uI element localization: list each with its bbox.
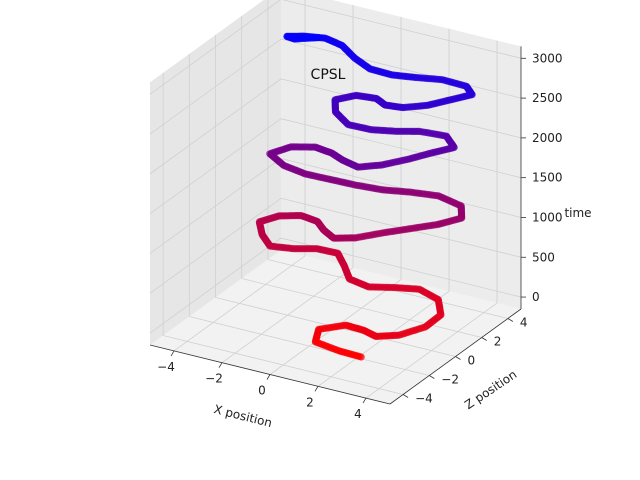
gridline-y-floor: [189, 316, 430, 376]
x-tick-label: 2: [306, 395, 314, 409]
time-axis-label: time: [564, 206, 591, 220]
x-tick-mark: [314, 386, 319, 392]
time-tick-label: 1000: [532, 210, 563, 224]
z-position-tick-mark: [507, 318, 514, 322]
data-points: [255, 32, 476, 361]
x-axis-label: X position: [212, 402, 273, 430]
time-tick-label: 3000: [532, 51, 563, 65]
time-tick-label: 0: [532, 290, 540, 304]
x-tick-label: −2: [205, 372, 223, 386]
axis-panes: [150, 0, 521, 404]
gridline-y-floor: [241, 278, 482, 338]
time-tick-label: 1500: [532, 171, 563, 185]
gridlines: [149, 0, 522, 399]
time-tick-label: 2500: [532, 91, 563, 105]
gridline-z-side: [149, 118, 282, 214]
z-position-tick-mark: [429, 375, 435, 379]
time-tick-label: 500: [532, 250, 555, 264]
x-tick-mark: [218, 362, 223, 368]
gridline-z-side: [149, 78, 282, 175]
gridline-y-floor: [163, 335, 404, 395]
data-point: [314, 34, 322, 42]
x-tick-label: −4: [157, 360, 175, 374]
gridline-z-side: [149, 197, 282, 294]
z-position-tick-mark: [481, 337, 487, 341]
gridline-z-side: [149, 0, 281, 95]
z-position-tick-label: −4: [415, 392, 433, 406]
gridline-z-back: [280, 118, 522, 179]
z-position-tick-label: 4: [520, 316, 528, 330]
z-position-axis-label: Z position: [462, 367, 519, 412]
gridline-z-back: [282, 0, 522, 59]
z-position-tick-label: 0: [468, 354, 476, 368]
z-position-tick-label: −2: [441, 373, 459, 387]
time-tick-label: 2000: [532, 131, 563, 145]
x-tick-mark: [362, 397, 367, 404]
z-position-tick-label: 2: [494, 335, 502, 349]
x-tick-label: 0: [258, 384, 266, 398]
z-position-tick-mark: [402, 394, 409, 398]
x-tick-mark: [266, 374, 271, 380]
gridline-z-back: [280, 38, 522, 99]
gridline-z-side: [149, 237, 282, 334]
x-tick-mark: [170, 350, 175, 357]
gridline-z-side: [149, 158, 282, 254]
x-tick-label: 4: [354, 407, 362, 421]
z-position-tick-mark: [455, 356, 461, 360]
chart-title: CPSL: [311, 67, 346, 83]
gridline-z-side: [149, 38, 282, 135]
